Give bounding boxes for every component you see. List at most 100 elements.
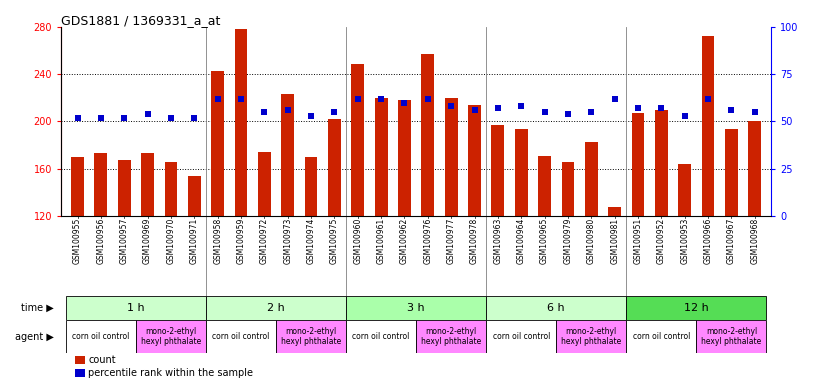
Point	[282, 107, 295, 113]
Text: GSM100952: GSM100952	[657, 218, 666, 264]
Point	[95, 114, 108, 121]
Text: mono-2-ethyl
hexyl phthalate: mono-2-ethyl hexyl phthalate	[281, 327, 341, 346]
Point	[258, 109, 271, 115]
Text: GSM100965: GSM100965	[540, 218, 549, 264]
Text: GSM100963: GSM100963	[494, 218, 503, 264]
Bar	[206, 296, 346, 321]
Text: GSM100971: GSM100971	[190, 218, 199, 264]
Text: GSM100970: GSM100970	[166, 218, 175, 264]
Bar	[585, 142, 598, 216]
Bar	[539, 156, 551, 216]
Bar	[118, 161, 131, 216]
Bar	[136, 321, 206, 353]
Bar	[491, 125, 504, 216]
Text: corn oil control: corn oil control	[493, 332, 550, 341]
Point	[538, 109, 551, 115]
Text: GSM100972: GSM100972	[259, 218, 268, 264]
Point	[141, 111, 154, 117]
Point	[421, 96, 434, 102]
Text: 6 h: 6 h	[548, 303, 565, 313]
Bar	[468, 105, 481, 216]
Bar	[165, 162, 177, 216]
Bar	[66, 321, 136, 353]
Bar	[608, 207, 621, 216]
Text: GSM100977: GSM100977	[446, 218, 455, 264]
Text: corn oil control: corn oil control	[212, 332, 270, 341]
Text: mono-2-ethyl
hexyl phthalate: mono-2-ethyl hexyl phthalate	[561, 327, 622, 346]
Bar	[725, 129, 738, 216]
Point	[468, 107, 481, 113]
Point	[632, 105, 645, 111]
Text: GSM100959: GSM100959	[237, 218, 246, 264]
Point	[351, 96, 364, 102]
Bar	[678, 164, 691, 216]
Text: GSM100974: GSM100974	[307, 218, 316, 264]
Point	[515, 103, 528, 109]
Text: mono-2-ethyl
hexyl phthalate: mono-2-ethyl hexyl phthalate	[421, 327, 481, 346]
Bar	[282, 94, 294, 216]
Point	[165, 114, 178, 121]
Bar	[75, 356, 85, 364]
Bar	[258, 152, 271, 216]
Text: corn oil control: corn oil control	[353, 332, 410, 341]
Text: mono-2-ethyl
hexyl phthalate: mono-2-ethyl hexyl phthalate	[141, 327, 201, 346]
Text: GSM100976: GSM100976	[424, 218, 432, 264]
Point	[118, 114, 131, 121]
Text: percentile rank within the sample: percentile rank within the sample	[88, 368, 253, 378]
Text: GSM100978: GSM100978	[470, 218, 479, 264]
Text: GSM100980: GSM100980	[587, 218, 596, 264]
Text: corn oil control: corn oil control	[632, 332, 690, 341]
Text: 3 h: 3 h	[407, 303, 425, 313]
Bar	[276, 321, 346, 353]
Bar	[206, 321, 276, 353]
Text: GDS1881 / 1369331_a_at: GDS1881 / 1369331_a_at	[61, 14, 220, 27]
Bar	[557, 321, 627, 353]
Bar	[328, 119, 341, 216]
Text: GSM100961: GSM100961	[377, 218, 386, 264]
Text: GSM100968: GSM100968	[750, 218, 759, 264]
Point	[375, 96, 388, 102]
Text: mono-2-ethyl
hexyl phthalate: mono-2-ethyl hexyl phthalate	[701, 327, 761, 346]
Text: GSM100967: GSM100967	[727, 218, 736, 264]
Point	[234, 96, 247, 102]
Point	[398, 99, 411, 106]
Text: GSM100953: GSM100953	[681, 218, 690, 264]
Bar	[375, 98, 388, 216]
Text: GSM100979: GSM100979	[564, 218, 573, 264]
Text: 2 h: 2 h	[267, 303, 285, 313]
Text: GSM100969: GSM100969	[143, 218, 152, 264]
Point	[491, 105, 504, 111]
Bar	[234, 29, 247, 216]
Bar	[211, 71, 224, 216]
Bar	[346, 321, 416, 353]
Text: GSM100962: GSM100962	[400, 218, 409, 264]
Text: GSM100955: GSM100955	[73, 218, 82, 264]
Text: time ▶: time ▶	[21, 303, 54, 313]
Bar	[71, 157, 84, 216]
Text: GSM100973: GSM100973	[283, 218, 292, 264]
Point	[702, 96, 715, 102]
Point	[678, 113, 691, 119]
Text: GSM100951: GSM100951	[633, 218, 642, 264]
Text: GSM100966: GSM100966	[703, 218, 712, 264]
Point	[561, 111, 574, 117]
Bar	[627, 296, 766, 321]
Point	[328, 109, 341, 115]
Point	[748, 109, 761, 115]
Bar	[486, 296, 627, 321]
Text: count: count	[88, 355, 116, 365]
Point	[608, 96, 621, 102]
Point	[445, 103, 458, 109]
Bar	[95, 153, 108, 216]
Bar	[346, 296, 486, 321]
Text: 1 h: 1 h	[127, 303, 144, 313]
Text: GSM100960: GSM100960	[353, 218, 362, 264]
Bar	[352, 63, 364, 216]
Bar	[66, 296, 206, 321]
Bar	[75, 369, 85, 377]
Point	[188, 114, 201, 121]
Point	[304, 113, 317, 119]
Text: GSM100975: GSM100975	[330, 218, 339, 264]
Bar	[515, 129, 528, 216]
Bar	[304, 157, 317, 216]
